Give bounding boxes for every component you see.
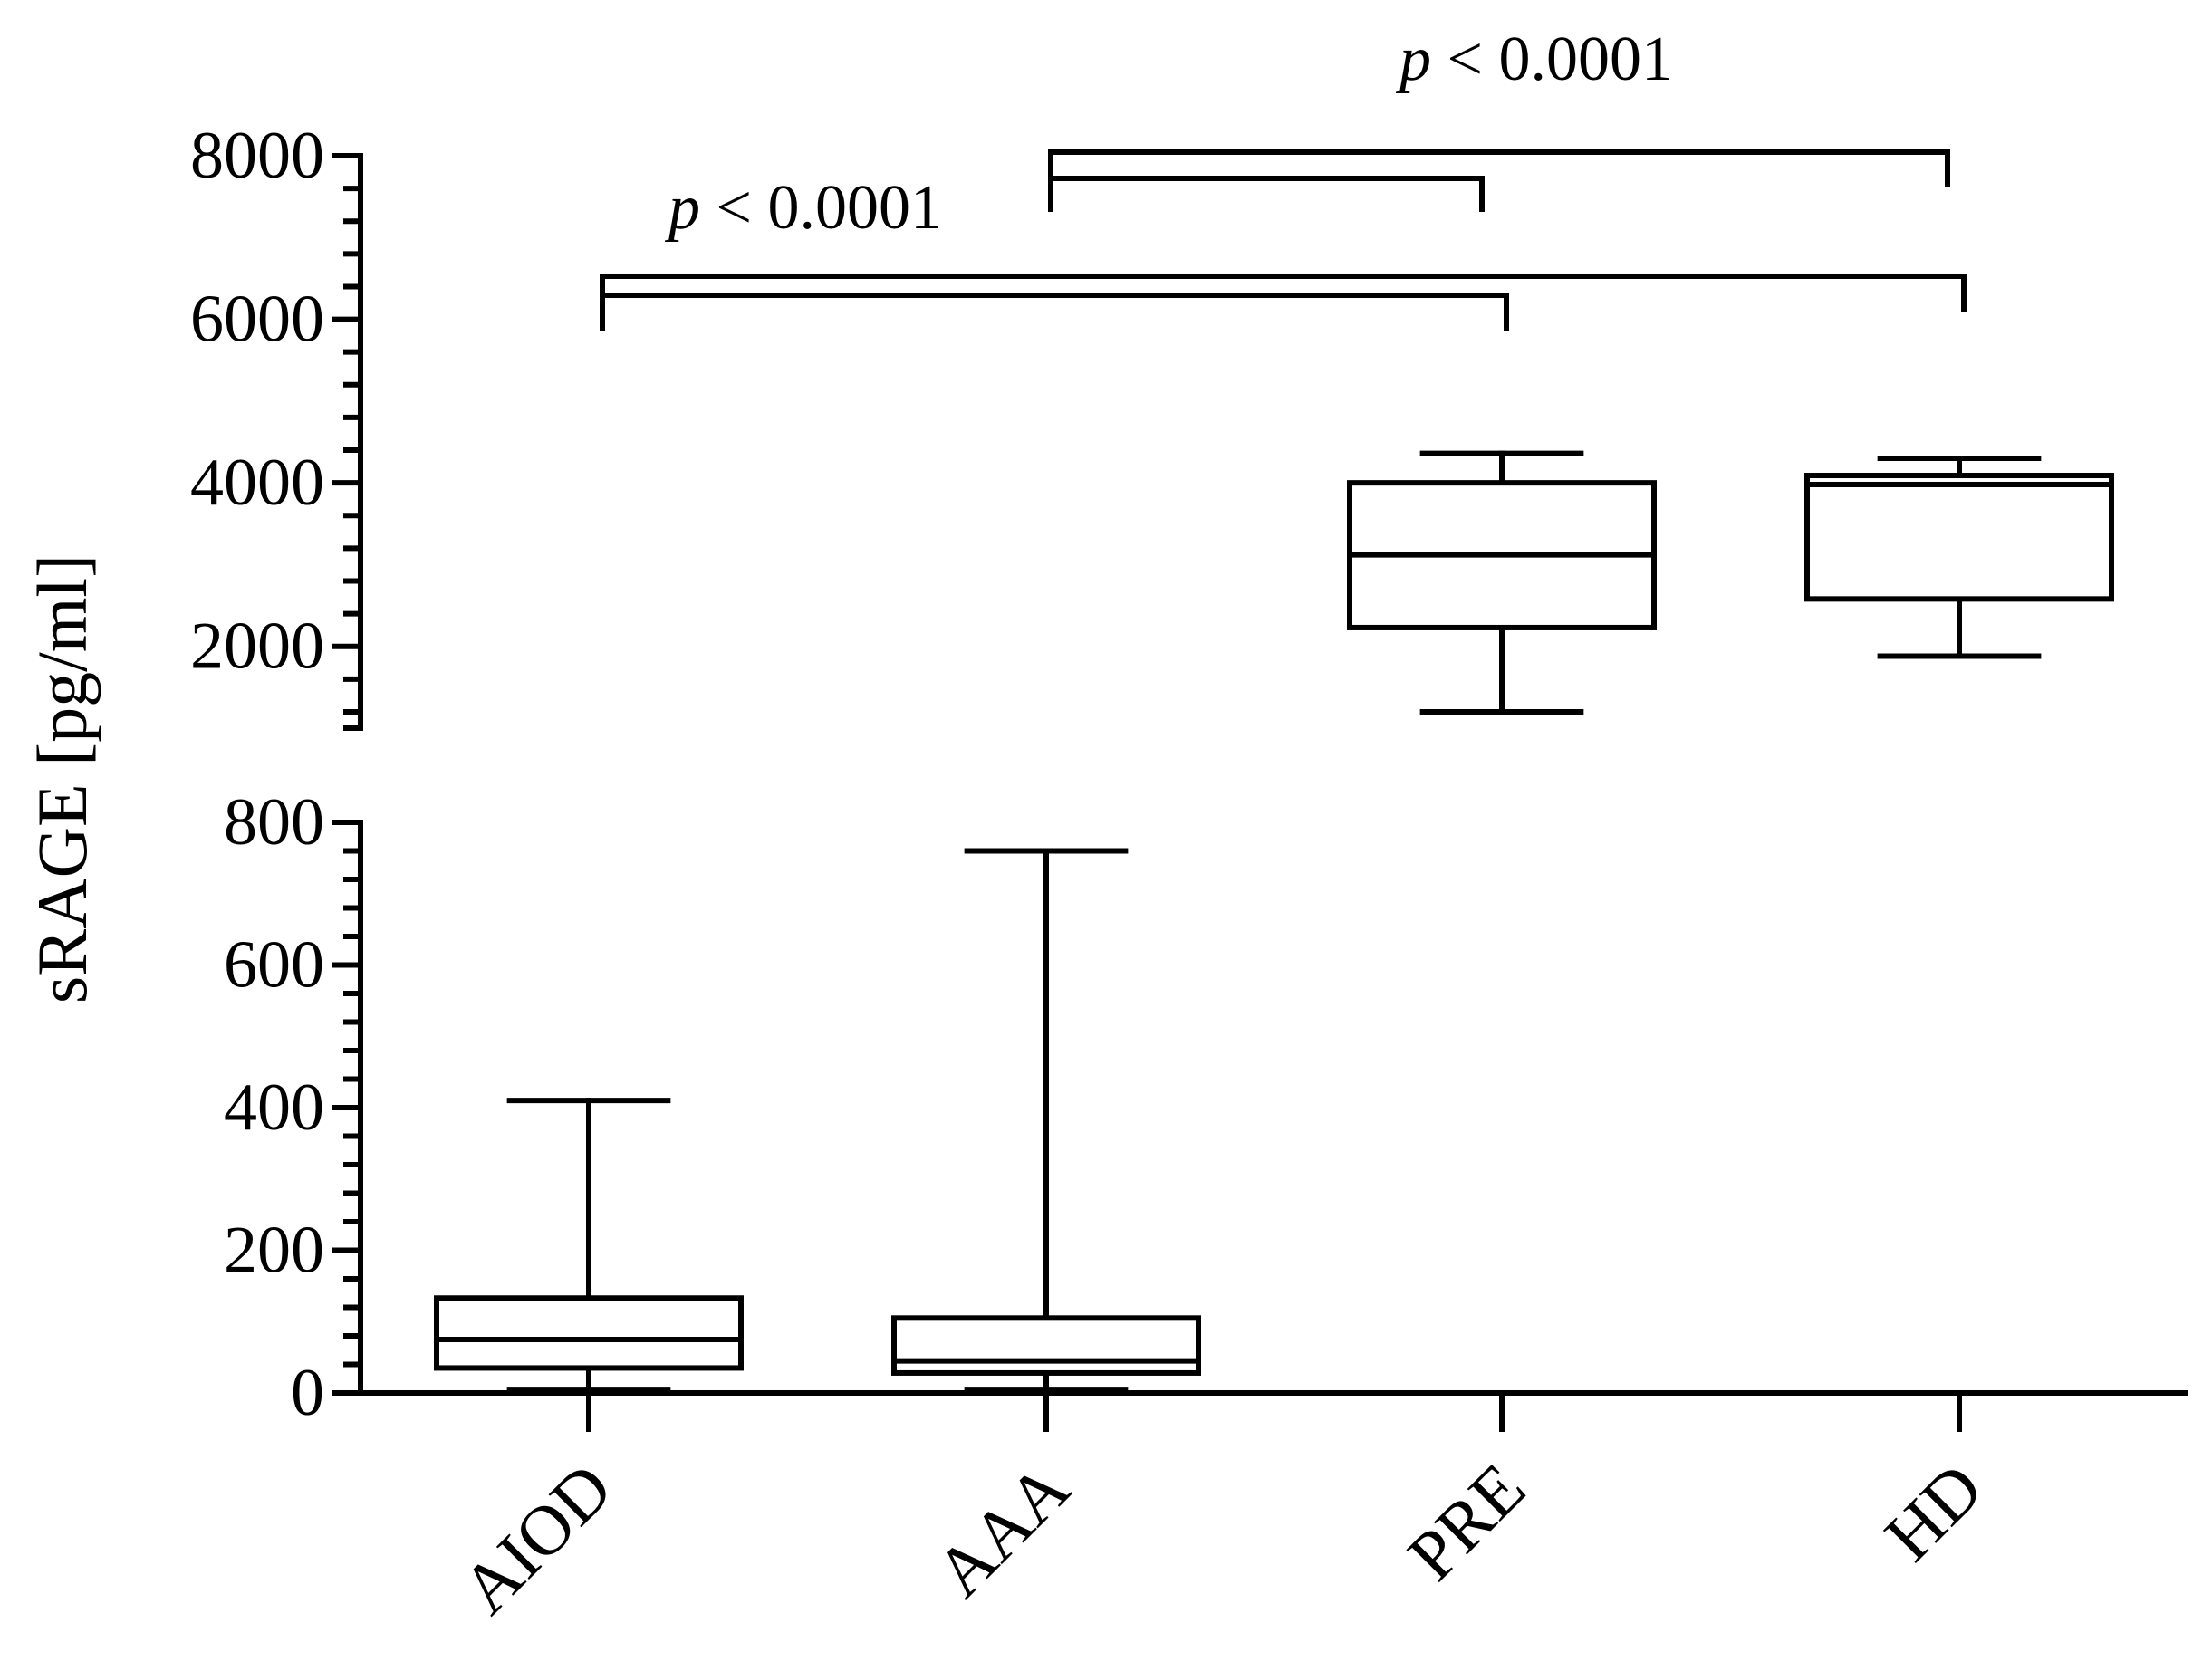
box-iqr — [1804, 473, 2114, 602]
box-aiod — [434, 1098, 744, 1393]
p-value-label: p < 0.0001 — [1395, 24, 1673, 94]
x-axis: AIOD AAA PRE HD — [358, 1390, 2188, 1628]
x-tick-label: AAA — [920, 1448, 1084, 1612]
box-iqr — [434, 1295, 744, 1371]
p-value-label: p < 0.0001 — [664, 173, 942, 243]
significance-annotations: p < 0.0001 p < 0.0001 — [600, 24, 1967, 331]
lower-tick-label: 600 — [224, 928, 324, 1003]
lower-tick-label: 200 — [224, 1214, 324, 1288]
box-iqr — [891, 1315, 1201, 1376]
x-tick-label: HD — [1870, 1448, 1997, 1576]
upper-tick-label: 6000 — [190, 283, 324, 357]
upper-y-axis: 2000 4000 6000 8000 — [190, 119, 363, 731]
lower-tick-label: 0 — [291, 1356, 324, 1430]
box-pre — [1347, 450, 1657, 715]
x-tick-label: AIOD — [447, 1448, 627, 1628]
boxes-group — [434, 450, 2114, 1393]
lower-tick-label: 800 — [224, 785, 324, 860]
box-aaa — [891, 848, 1201, 1393]
upper-tick-label: 8000 — [190, 119, 324, 193]
lower-tick-label: 400 — [224, 1071, 324, 1145]
upper-tick-label: 4000 — [190, 446, 324, 520]
lower-y-axis: 0 200 400 600 800 — [224, 785, 363, 1430]
upper-tick-label: 2000 — [190, 610, 324, 684]
y-axis-label: sRAGE [pg/ml] — [23, 554, 101, 1004]
box-hd — [1804, 456, 2114, 659]
x-tick-label: PRE — [1392, 1448, 1540, 1596]
